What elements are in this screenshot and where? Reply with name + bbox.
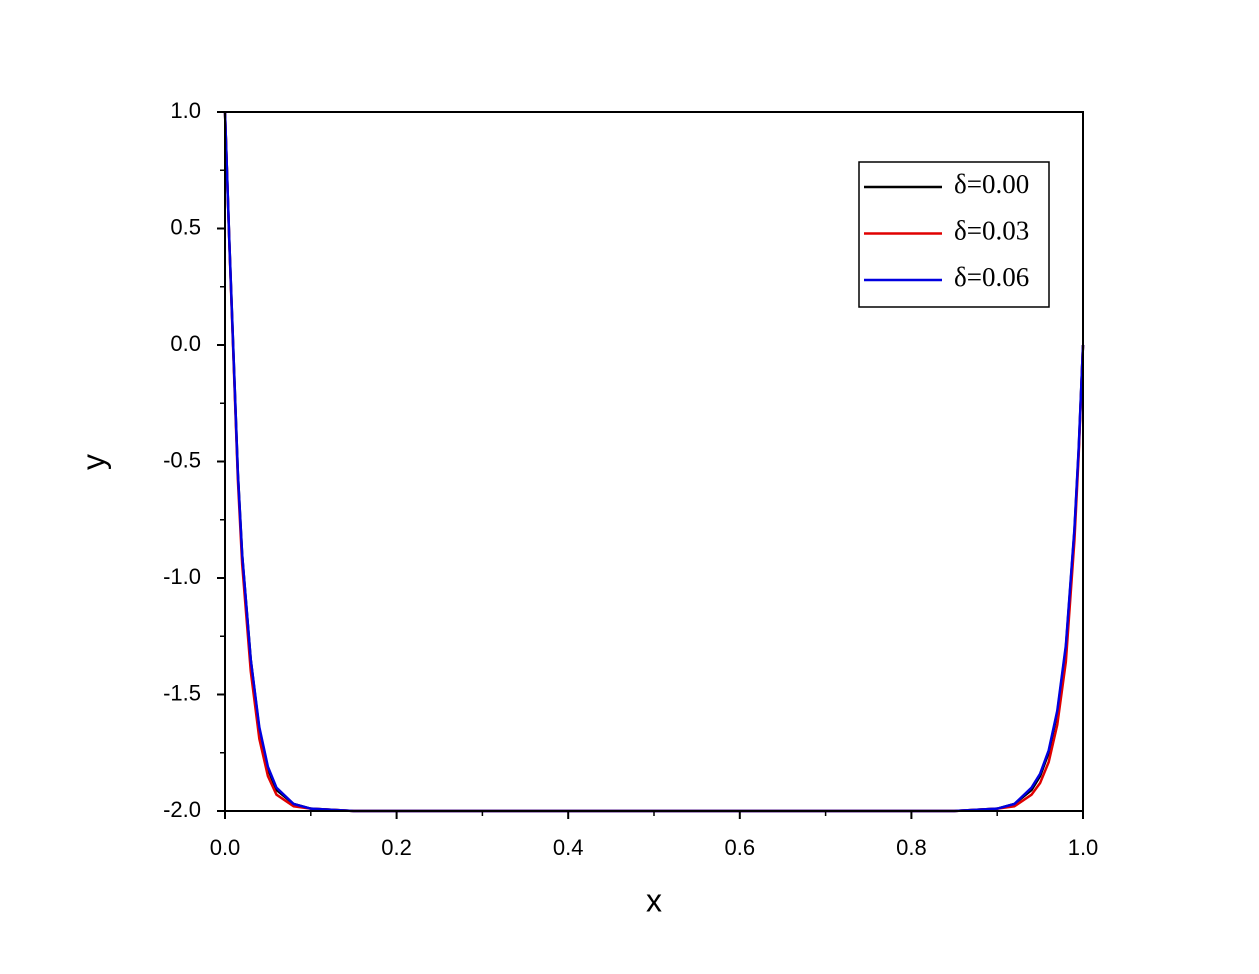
x-tick-label: 0.4 xyxy=(553,835,584,860)
x-tick-label: 0.2 xyxy=(381,835,412,860)
legend-label: δ=0.06 xyxy=(954,262,1029,292)
y-tick-label: 1.0 xyxy=(170,98,201,123)
legend-label: δ=0.00 xyxy=(954,169,1029,199)
x-axis-label: x xyxy=(646,882,662,918)
y-tick-label: 0.5 xyxy=(170,214,201,239)
y-tick-label: -1.0 xyxy=(163,564,201,589)
y-axis-label: y xyxy=(75,454,111,470)
y-tick-label: -0.5 xyxy=(163,447,201,472)
y-tick-label: -1.5 xyxy=(163,680,201,705)
x-tick-label: 0.0 xyxy=(210,835,241,860)
x-tick-label: 0.8 xyxy=(896,835,927,860)
x-tick-label: 1.0 xyxy=(1068,835,1099,860)
x-tick-label: 0.6 xyxy=(725,835,756,860)
legend-label: δ=0.03 xyxy=(954,216,1029,246)
y-tick-label: -2.0 xyxy=(163,797,201,822)
y-tick-label: 0.0 xyxy=(170,331,201,356)
